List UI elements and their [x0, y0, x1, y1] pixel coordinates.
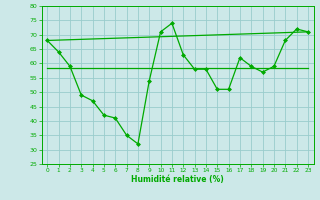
X-axis label: Humidité relative (%): Humidité relative (%)	[131, 175, 224, 184]
